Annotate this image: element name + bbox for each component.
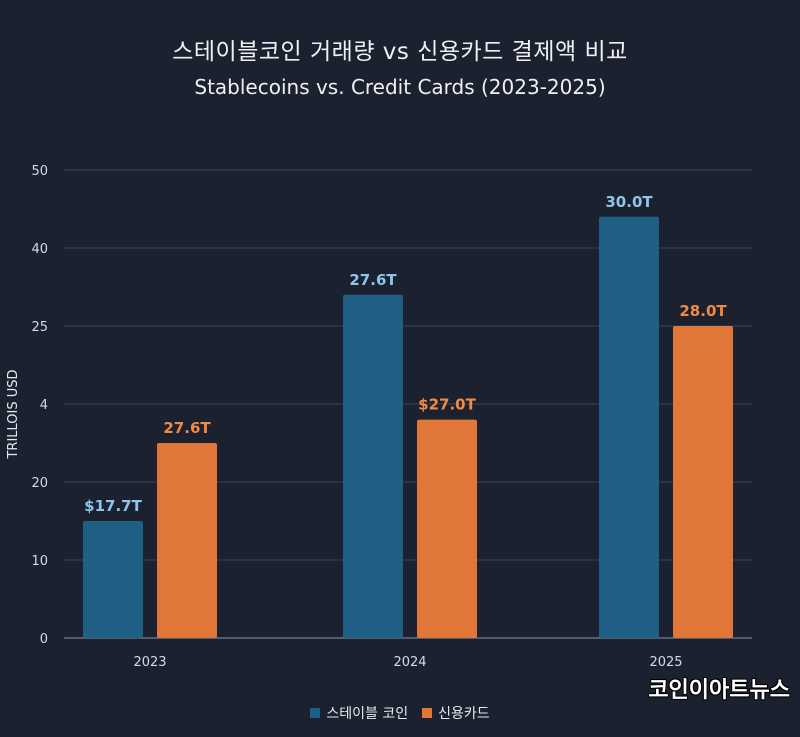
bar-stablecoin-2023	[83, 521, 143, 638]
x-tick-label: 2024	[393, 655, 426, 670]
bar-credit-card-2024	[417, 419, 477, 638]
legend-item-stablecoin: 스테이블 코인	[310, 703, 408, 723]
y-tick-label: 20	[31, 476, 48, 491]
data-label: 30.0T	[605, 193, 653, 211]
bar-credit-card-2025	[673, 326, 733, 638]
legend-label-stablecoin: 스테이블 코인	[326, 706, 409, 722]
chart-subtitle: Stablecoins vs. Credit Cards (2023-2025)	[194, 75, 606, 99]
data-label: 28.0T	[679, 302, 727, 320]
y-tick-label: 4	[40, 398, 48, 413]
legend: 스테이블 코인 신용카드	[0, 703, 800, 723]
chart-title: 스테이블코인 거래량 vs 신용카드 결제액 비교	[172, 39, 628, 65]
legend-swatch-credit-card	[422, 708, 433, 718]
bar-credit-card-2023	[157, 443, 217, 638]
y-axis-label: TRILLOIS USD	[6, 369, 21, 459]
data-label: $27.0T	[418, 396, 476, 414]
data-label: $17.7T	[84, 497, 142, 515]
legend-item-credit-card: 신용카드	[422, 703, 490, 723]
legend-label-credit-card: 신용카드	[438, 706, 490, 722]
y-tick-label: 40	[31, 242, 48, 257]
y-tick-label: 50	[31, 164, 48, 179]
y-tick-label: 0	[40, 632, 48, 647]
y-tick-label: 25	[31, 320, 48, 335]
x-tick-label: 2025	[649, 655, 682, 670]
legend-swatch-stablecoin	[310, 708, 321, 718]
x-tick-label: 2023	[133, 655, 166, 670]
bar-stablecoin-2024	[343, 294, 403, 638]
y-tick-label: 10	[31, 554, 48, 569]
watermark-logo: 코인이아트뉴스	[648, 678, 790, 703]
data-label: 27.6T	[163, 419, 211, 437]
bar-stablecoin-2025	[599, 216, 659, 639]
data-label: 27.6T	[349, 271, 397, 289]
